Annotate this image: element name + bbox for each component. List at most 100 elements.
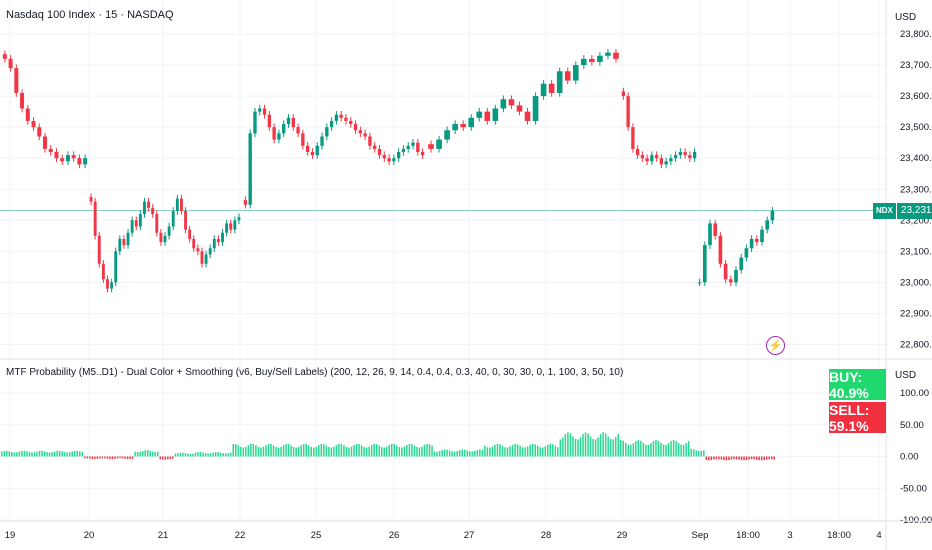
candle-body[interactable] bbox=[416, 142, 420, 152]
candle-body[interactable] bbox=[344, 117, 348, 121]
candle-body[interactable] bbox=[770, 210, 775, 221]
candle-body[interactable] bbox=[65, 155, 70, 162]
candle-body[interactable] bbox=[444, 130, 450, 140]
candle-body[interactable] bbox=[138, 214, 142, 227]
candle-body[interactable] bbox=[669, 158, 673, 162]
candle-body[interactable] bbox=[155, 214, 159, 233]
indicator-title[interactable]: MTF Probability (M5..D1) - Dual Color + … bbox=[6, 367, 624, 378]
candle-body[interactable] bbox=[765, 220, 770, 230]
candle-body[interactable] bbox=[476, 111, 483, 118]
candle-body[interactable] bbox=[267, 114, 272, 128]
candle-body[interactable] bbox=[702, 245, 707, 283]
candle-body[interactable] bbox=[325, 127, 329, 137]
probability-histogram[interactable] bbox=[1, 432, 775, 461]
candle-body[interactable] bbox=[114, 251, 118, 283]
candle-body[interactable] bbox=[179, 198, 183, 211]
candle-body[interactable] bbox=[508, 99, 515, 106]
candle-body[interactable] bbox=[97, 235, 101, 264]
candle-body[interactable] bbox=[89, 197, 93, 202]
candle-body[interactable] bbox=[373, 145, 377, 149]
candle-body[interactable] bbox=[106, 279, 109, 289]
candle-body[interactable] bbox=[171, 210, 175, 227]
candle-body[interactable] bbox=[353, 124, 358, 131]
candle-body[interactable] bbox=[739, 257, 744, 270]
candle-body[interactable] bbox=[626, 96, 630, 128]
candle-body[interactable] bbox=[93, 201, 97, 236]
price-tick-label[interactable]: 22,900.00 bbox=[900, 308, 932, 319]
probability-tick-label[interactable]: -50.00 bbox=[900, 483, 927, 494]
candle-body[interactable] bbox=[460, 124, 467, 128]
candle-body[interactable] bbox=[392, 158, 396, 162]
candle-body[interactable] bbox=[452, 124, 458, 131]
candle-body[interactable] bbox=[167, 226, 171, 236]
candle-body[interactable] bbox=[692, 151, 697, 159]
candle-body[interactable] bbox=[697, 282, 702, 284]
candle-body[interactable] bbox=[760, 229, 764, 243]
candle-body[interactable] bbox=[688, 155, 692, 159]
candle-body[interactable] bbox=[334, 114, 339, 121]
probability-tick-label[interactable]: 100.00 bbox=[900, 388, 929, 399]
candle-body[interactable] bbox=[664, 161, 668, 165]
candle-body[interactable] bbox=[221, 232, 224, 243]
candle-body[interactable] bbox=[243, 200, 248, 205]
candle-body[interactable] bbox=[126, 232, 130, 246]
candle-body[interactable] bbox=[60, 158, 65, 162]
price-tick-label[interactable]: 23,700.00 bbox=[900, 60, 932, 71]
candle-body[interactable] bbox=[134, 220, 138, 227]
price-currency-label[interactable]: USD bbox=[895, 12, 917, 23]
candle-body[interactable] bbox=[723, 263, 728, 280]
time-tick-label[interactable]: 28 bbox=[541, 530, 552, 541]
candle-body[interactable] bbox=[122, 238, 126, 246]
candle-body[interactable] bbox=[272, 127, 276, 140]
candle-body[interactable] bbox=[225, 223, 229, 233]
candle-body[interactable] bbox=[305, 145, 310, 152]
candle-body[interactable] bbox=[650, 155, 654, 162]
candle-body[interactable] bbox=[683, 151, 687, 156]
candle-body[interactable] bbox=[718, 235, 723, 264]
time-tick-label[interactable]: 20 bbox=[84, 530, 95, 541]
candle-body[interactable] bbox=[613, 52, 619, 59]
candle-body[interactable] bbox=[548, 83, 555, 93]
candle-body[interactable] bbox=[329, 120, 334, 128]
candle-body[interactable] bbox=[286, 117, 291, 125]
candle-body[interactable] bbox=[42, 136, 48, 149]
candle-body[interactable] bbox=[589, 58, 595, 62]
candle-body[interactable] bbox=[580, 58, 587, 66]
candle-body[interactable] bbox=[640, 155, 645, 159]
candle-body[interactable] bbox=[377, 148, 382, 156]
candle-body[interactable] bbox=[130, 220, 134, 233]
candle-body[interactable] bbox=[358, 130, 363, 134]
candle-body[interactable] bbox=[277, 133, 281, 140]
candle-body[interactable] bbox=[396, 151, 401, 159]
candle-body[interactable] bbox=[368, 136, 372, 146]
candle-body[interactable] bbox=[204, 254, 208, 264]
candle-body[interactable] bbox=[196, 248, 200, 252]
time-tick-label[interactable]: 18:00 bbox=[736, 530, 760, 541]
chart-title[interactable]: Nasdaq 100 Index · 15 · NASDAQ bbox=[6, 9, 174, 21]
candle-body[interactable] bbox=[556, 71, 563, 93]
candle-body[interactable] bbox=[237, 217, 241, 221]
candle-body[interactable] bbox=[708, 223, 712, 246]
candle-body[interactable] bbox=[524, 111, 531, 121]
candle-body[interactable] bbox=[516, 105, 523, 112]
candle-body[interactable] bbox=[296, 127, 300, 134]
candle-body[interactable] bbox=[728, 279, 733, 283]
candle-body[interactable] bbox=[673, 155, 678, 159]
candle-body[interactable] bbox=[2, 54, 7, 59]
candle-body[interactable] bbox=[258, 108, 262, 112]
candle-body[interactable] bbox=[339, 114, 343, 118]
time-tick-label[interactable]: 26 bbox=[389, 530, 400, 541]
candle-body[interactable] bbox=[411, 142, 415, 146]
candle-body[interactable] bbox=[363, 133, 367, 137]
candle-body[interactable] bbox=[48, 148, 53, 152]
candle-body[interactable] bbox=[621, 91, 626, 97]
time-axis[interactable]: 19 20 21 22 25 26 27 28 29 Sep 18:00 3 18:00 4 bbox=[5, 530, 882, 541]
price-tick-label[interactable]: 23,000.00 bbox=[900, 277, 932, 288]
price-tick-label[interactable]: 23,300.00 bbox=[900, 184, 932, 195]
candle-body[interactable] bbox=[320, 136, 324, 146]
time-tick-label[interactable]: 18:00 bbox=[827, 530, 851, 541]
candle-body[interactable] bbox=[291, 117, 295, 128]
candle-body[interactable] bbox=[564, 71, 571, 81]
